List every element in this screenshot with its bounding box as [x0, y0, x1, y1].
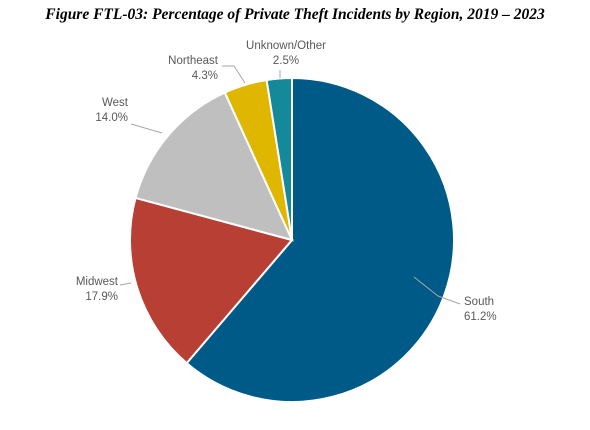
leader-line [119, 282, 132, 286]
slice-value-label: 17.9% [85, 291, 118, 303]
pie-slice-west [134, 91, 294, 242]
slice-label: West [102, 97, 129, 109]
slice-value-label: 14.0% [95, 112, 128, 124]
pie-slice-unknown-other [265, 76, 293, 241]
leader-line [413, 276, 461, 305]
slice-label: Midwest [76, 276, 119, 288]
leader-line [130, 123, 163, 134]
data-labels: South 61.2% Midwest 17.9% West 14.0% Northeast… [76, 40, 497, 323]
slice-label: Unknown/Other [246, 40, 326, 52]
chart-title: Figure FTL-03: Percentage of Private The… [45, 6, 545, 23]
slice-value-label: 4.3% [192, 70, 218, 82]
pie-slice-midwest [129, 196, 294, 365]
pie-slice-south [185, 76, 455, 403]
leader-line [222, 65, 246, 84]
leader-lines [119, 65, 461, 305]
slice-label: Northeast [168, 55, 219, 67]
slice-value-label: 2.5% [273, 55, 299, 67]
slice-value-label: 61.2% [464, 311, 497, 323]
pie-slices [129, 76, 455, 403]
slice-label: South [464, 296, 494, 308]
